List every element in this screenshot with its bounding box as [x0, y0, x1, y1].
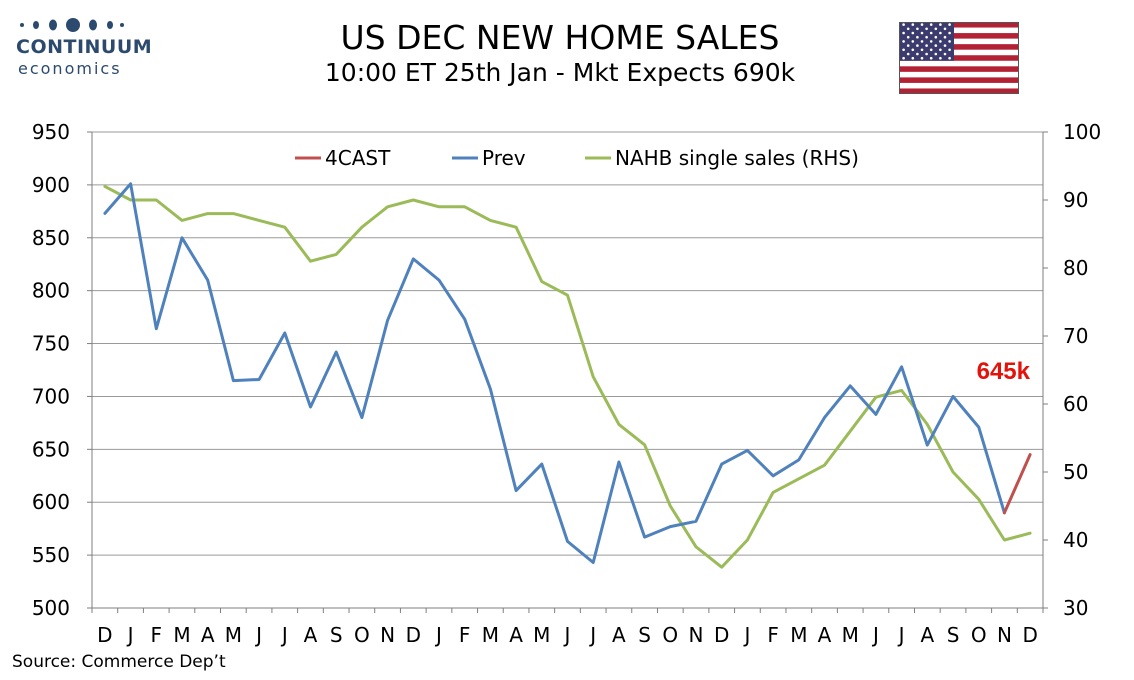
x-tick-label: D [97, 623, 112, 647]
x-tick-label: J [280, 623, 288, 647]
logo-subtitle: economics [18, 59, 122, 78]
y-right-tick-label: 60 [1063, 392, 1088, 416]
series-line-prev [103, 182, 1006, 564]
y-right-tick-label: 100 [1063, 120, 1101, 144]
y-right-tick-label: 90 [1063, 188, 1088, 212]
x-tick-label: J [563, 623, 571, 647]
y-left-tick-label: 600 [32, 490, 70, 514]
x-tick-label: F [459, 623, 471, 647]
x-tick-label: J [126, 623, 134, 647]
x-tick-label: N [689, 623, 704, 647]
y-left-tick-label: 550 [32, 543, 70, 567]
x-tick-label: M [225, 623, 242, 647]
y-left-tick-label: 650 [32, 437, 70, 461]
x-tick-label: J [897, 623, 905, 647]
x-tick-label: J [588, 623, 596, 647]
x-tick-label: A [509, 623, 523, 647]
x-tick-label: J [871, 623, 879, 647]
x-tick-label: F [150, 623, 162, 647]
x-tick-label: J [434, 623, 442, 647]
y-left-tick-label: 750 [32, 332, 70, 356]
x-tick-label: J [742, 623, 750, 647]
y-left-tick-label: 900 [32, 173, 70, 197]
x-tick-label: N [380, 623, 395, 647]
legend-label: 4CAST [325, 146, 391, 170]
y-left-tick-label: 700 [32, 384, 70, 408]
y-right-tick-label: 50 [1063, 460, 1088, 484]
y-right-tick-label: 70 [1063, 324, 1088, 348]
x-tick-label: M [842, 623, 859, 647]
x-tick-label: J [254, 623, 262, 647]
legend: 4CAST Prev NAHB single sales (RHS) [295, 146, 859, 170]
y-right-tick-label: 30 [1063, 596, 1088, 620]
source-note: Source: Commerce Dep’t [12, 652, 226, 672]
legend-label: NAHB single sales (RHS) [615, 146, 859, 170]
x-tick-label: O [662, 623, 678, 647]
x-tick-label: A [612, 623, 626, 647]
x-tick-label: A [201, 623, 215, 647]
logo-name: CONTINUUM [16, 36, 153, 58]
x-tick-label: D [1022, 623, 1037, 647]
x-tick-label: S [638, 623, 651, 647]
x-tick-label: O [971, 623, 987, 647]
x-tick-label: S [947, 623, 960, 647]
x-tick-label: D [406, 623, 421, 647]
x-tick-label: F [767, 623, 779, 647]
y-left-tick-label: 850 [32, 226, 70, 250]
series-lines [103, 182, 1032, 569]
gridlines [92, 131, 1043, 556]
y-right-tick-label: 40 [1063, 528, 1088, 552]
x-tick-label: M [533, 623, 550, 647]
logo-dots-icon [20, 18, 124, 32]
chart-title: US DEC NEW HOME SALES [340, 18, 780, 57]
x-tick-label: A [818, 623, 832, 647]
forecast-callout: 645k [977, 358, 1031, 385]
x-tick-label: D [714, 623, 729, 647]
annotations: 645k [977, 358, 1031, 385]
x-tick-label: M [482, 623, 499, 647]
x-tick-label: A [920, 623, 934, 647]
x-tick-label: N [997, 623, 1012, 647]
x-tick-label: M [173, 623, 190, 647]
y-left-tick-label: 950 [32, 120, 70, 144]
x-tick-label: M [790, 623, 807, 647]
x-tick-label: A [304, 623, 318, 647]
us-flag-icon [899, 22, 1019, 94]
legend-label: Prev [482, 146, 526, 170]
y-left-tick-label: 800 [32, 279, 70, 303]
x-tick-label: O [354, 623, 370, 647]
axes: 500 550 600 650 700 750 800 850 900 950 30 40 50 60 70… [32, 120, 1101, 647]
y-left-tick-label: 500 [32, 596, 70, 620]
x-tick-label: S [330, 623, 343, 647]
chart-subtitle: 10:00 ET 25th Jan - Mkt Expects 690k [324, 58, 796, 87]
series-line-nahb-single-sales-rhs [103, 184, 1032, 569]
y-right-tick-label: 80 [1063, 256, 1088, 280]
series-line-4cast [1002, 453, 1032, 515]
